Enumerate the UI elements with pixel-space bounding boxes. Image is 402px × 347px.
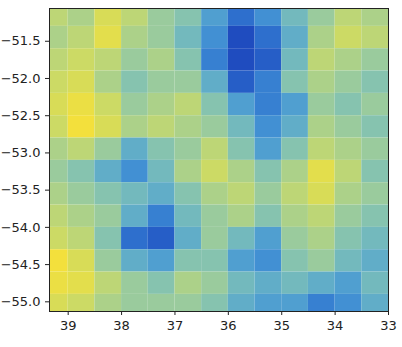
svg-text:−52.5: −52.5 (1, 108, 41, 123)
svg-text:−52.0: −52.0 (1, 71, 41, 86)
svg-text:34: 34 (327, 318, 344, 333)
svg-text:38: 38 (113, 318, 130, 333)
svg-text:35: 35 (273, 318, 290, 333)
svg-text:−54.0: −54.0 (1, 220, 41, 235)
svg-text:−54.5: −54.5 (1, 257, 41, 272)
svg-text:−55.0: −55.0 (1, 294, 41, 309)
svg-text:33: 33 (380, 318, 397, 333)
svg-text:−51.5: −51.5 (1, 33, 41, 48)
svg-text:36: 36 (220, 318, 237, 333)
svg-text:−53.0: −53.0 (1, 145, 41, 160)
svg-text:−53.5: −53.5 (1, 182, 41, 197)
svg-text:39: 39 (60, 318, 77, 333)
svg-text:37: 37 (167, 318, 184, 333)
